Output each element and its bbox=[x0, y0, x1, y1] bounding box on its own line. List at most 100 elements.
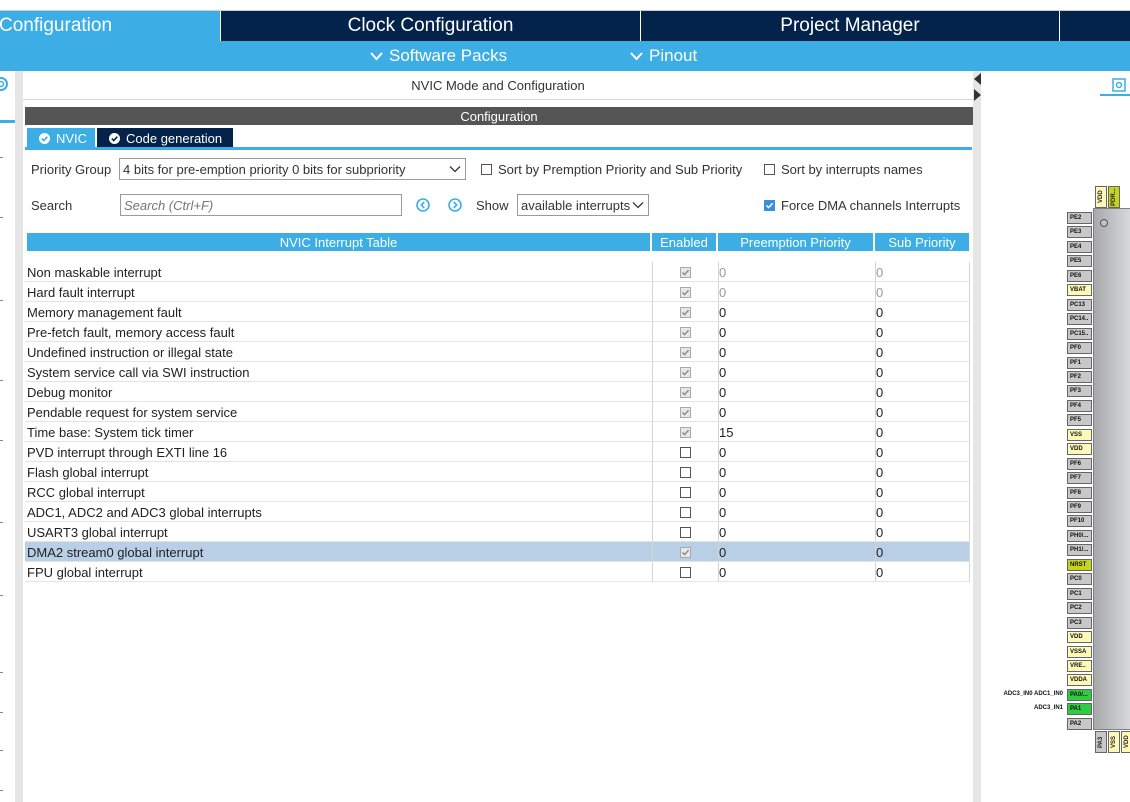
sub-priority[interactable]: 0 bbox=[876, 304, 884, 320]
preemption-priority[interactable]: 0 bbox=[719, 284, 727, 300]
priority-group-select[interactable]: 4 bits for pre-emption priority 0 bits f… bbox=[119, 158, 466, 180]
enabled-cell[interactable] bbox=[652, 522, 718, 542]
table-row[interactable]: PVD interrupt through EXTI line 16 0 0 bbox=[25, 442, 970, 462]
preemption-priority[interactable]: 0 bbox=[719, 504, 727, 520]
chip-pin[interactable]: PF0 bbox=[1067, 342, 1092, 355]
chip-pin[interactable]: VSS bbox=[1067, 428, 1092, 441]
chip-pin[interactable]: PE5 bbox=[1067, 255, 1092, 268]
column-header-enabled[interactable]: Enabled bbox=[652, 233, 716, 251]
enabled-checkbox[interactable] bbox=[679, 566, 691, 578]
chip-pin-bottom[interactable]: PA3 bbox=[1095, 731, 1107, 753]
column-header-preemption[interactable]: Preemption Priority bbox=[718, 233, 873, 251]
table-row[interactable]: Memory management fault 0 0 bbox=[25, 302, 970, 322]
preemption-priority[interactable]: 15 bbox=[719, 424, 734, 440]
tab-clock-configuration[interactable]: Clock Configuration bbox=[221, 11, 640, 41]
sub-priority[interactable]: 0 bbox=[876, 424, 884, 440]
tab-code-generation[interactable]: Code generation bbox=[97, 128, 233, 148]
sub-priority[interactable]: 0 bbox=[876, 284, 884, 300]
chip-pin-top[interactable]: VDD bbox=[1095, 186, 1107, 208]
chip-pin[interactable]: NRST bbox=[1067, 558, 1092, 571]
chip-pin[interactable]: VDDA bbox=[1067, 674, 1092, 687]
chip-pin[interactable]: PA0/... bbox=[1067, 688, 1092, 701]
sub-priority[interactable]: 0 bbox=[876, 384, 884, 400]
sub-priority[interactable]: 0 bbox=[876, 344, 884, 360]
preemption-priority[interactable]: 0 bbox=[719, 484, 727, 500]
preemption-priority[interactable]: 0 bbox=[719, 384, 727, 400]
table-row[interactable]: Hard fault interrupt 0 0 bbox=[25, 282, 970, 302]
preemption-priority[interactable]: 0 bbox=[719, 304, 727, 320]
chip-pin[interactable]: PC2 bbox=[1067, 602, 1092, 615]
table-row[interactable]: FPU global interrupt 0 0 bbox=[25, 562, 970, 582]
chip-pin[interactable]: VBAT bbox=[1067, 284, 1092, 297]
sort-names-checkbox[interactable] bbox=[764, 164, 775, 175]
chip-pin[interactable]: PC13 bbox=[1067, 298, 1092, 311]
enabled-cell[interactable] bbox=[652, 442, 718, 462]
chip-pin-top[interactable]: PDR... bbox=[1108, 186, 1120, 208]
enabled-checkbox[interactable] bbox=[679, 466, 691, 478]
chip-pin[interactable]: PF5 bbox=[1067, 414, 1092, 427]
chip-pin[interactable]: PC1 bbox=[1067, 587, 1092, 600]
chip-pin[interactable]: PF6 bbox=[1067, 457, 1092, 470]
table-row[interactable]: Non maskable interrupt 0 0 bbox=[25, 262, 970, 282]
table-row[interactable]: Pendable request for system service 0 0 bbox=[25, 402, 970, 422]
software-packs-menu[interactable]: Software Packs bbox=[370, 41, 507, 71]
chip-pin[interactable]: PF7 bbox=[1067, 472, 1092, 485]
table-row[interactable]: System service call via SWI instruction 0… bbox=[25, 362, 970, 382]
table-row[interactable]: USART3 global interrupt 0 0 bbox=[25, 522, 970, 542]
chip-pin[interactable]: PF10 bbox=[1067, 515, 1092, 528]
pinout-menu[interactable]: Pinout bbox=[630, 41, 697, 71]
gear-icon[interactable] bbox=[0, 75, 10, 96]
tab-project-manager[interactable]: Project Manager bbox=[641, 11, 1059, 41]
enabled-checkbox[interactable] bbox=[679, 446, 691, 458]
chip-pin[interactable]: PF1 bbox=[1067, 356, 1092, 369]
column-header-interrupt[interactable]: NVIC Interrupt Table bbox=[27, 233, 650, 251]
collapse-left-icon[interactable] bbox=[974, 73, 981, 106]
sort-premption-checkbox[interactable] bbox=[481, 164, 492, 175]
table-row[interactable]: DMA2 stream0 global interrupt 0 0 bbox=[25, 542, 970, 562]
tab-tools-partial[interactable] bbox=[1060, 11, 1130, 41]
preemption-priority[interactable]: 0 bbox=[719, 464, 727, 480]
chip-pin[interactable]: PF2 bbox=[1067, 370, 1092, 383]
chip-pin-bottom[interactable]: VDD bbox=[1121, 731, 1130, 753]
chip-pin[interactable]: PH0/... bbox=[1067, 529, 1092, 542]
preemption-priority[interactable]: 0 bbox=[719, 524, 727, 540]
sub-priority[interactable]: 0 bbox=[876, 544, 884, 560]
preemption-priority[interactable]: 0 bbox=[719, 364, 727, 380]
tab-nvic[interactable]: NVIC bbox=[27, 128, 95, 148]
chip-pin[interactable]: PE3 bbox=[1067, 226, 1092, 239]
chip-pin[interactable]: PC0 bbox=[1067, 573, 1092, 586]
table-row[interactable]: ADC1, ADC2 and ADC3 global interrupts 0 0 bbox=[25, 502, 970, 522]
enabled-checkbox[interactable] bbox=[679, 486, 691, 498]
force-dma-checkbox[interactable] bbox=[764, 200, 775, 211]
search-previous-icon[interactable] bbox=[416, 198, 430, 215]
table-row[interactable]: Debug monitor 0 0 bbox=[25, 382, 970, 402]
table-row[interactable]: Flash global interrupt 0 0 bbox=[25, 462, 970, 482]
enabled-cell[interactable] bbox=[652, 462, 718, 482]
sub-priority[interactable]: 0 bbox=[876, 364, 884, 380]
sub-priority[interactable]: 0 bbox=[876, 564, 884, 580]
preemption-priority[interactable]: 0 bbox=[719, 344, 727, 360]
preemption-priority[interactable]: 0 bbox=[719, 324, 727, 340]
chip-pin[interactable]: PE4 bbox=[1067, 240, 1092, 253]
sub-priority[interactable]: 0 bbox=[876, 504, 884, 520]
chip-pin[interactable]: PA2 bbox=[1067, 717, 1092, 730]
sub-priority[interactable]: 0 bbox=[876, 484, 884, 500]
sub-priority[interactable]: 0 bbox=[876, 444, 884, 460]
preemption-priority[interactable]: 0 bbox=[719, 544, 727, 560]
enabled-checkbox[interactable] bbox=[679, 526, 691, 538]
enabled-cell[interactable] bbox=[652, 562, 718, 582]
search-next-icon[interactable] bbox=[448, 198, 462, 215]
tab-pinout-configuration[interactable]: Configuration bbox=[0, 11, 220, 41]
chip-pin[interactable]: VSSA bbox=[1067, 645, 1092, 658]
chip-pin[interactable]: VDD bbox=[1067, 631, 1092, 644]
chip-pin[interactable]: PE6 bbox=[1067, 269, 1092, 282]
table-row[interactable]: Time base: System tick timer 15 0 bbox=[25, 422, 970, 442]
enabled-checkbox[interactable] bbox=[679, 506, 691, 518]
enabled-cell[interactable] bbox=[652, 502, 718, 522]
chip-pin[interactable]: VDD bbox=[1067, 443, 1092, 456]
table-row[interactable]: Undefined instruction or illegal state 0 0 bbox=[25, 342, 970, 362]
column-header-sub-priority[interactable]: Sub Priority bbox=[875, 233, 969, 251]
chip-pin[interactable]: PC15.. bbox=[1067, 327, 1092, 340]
table-row[interactable]: RCC global interrupt 0 0 bbox=[25, 482, 970, 502]
chip-pin[interactable]: PF3 bbox=[1067, 385, 1092, 398]
